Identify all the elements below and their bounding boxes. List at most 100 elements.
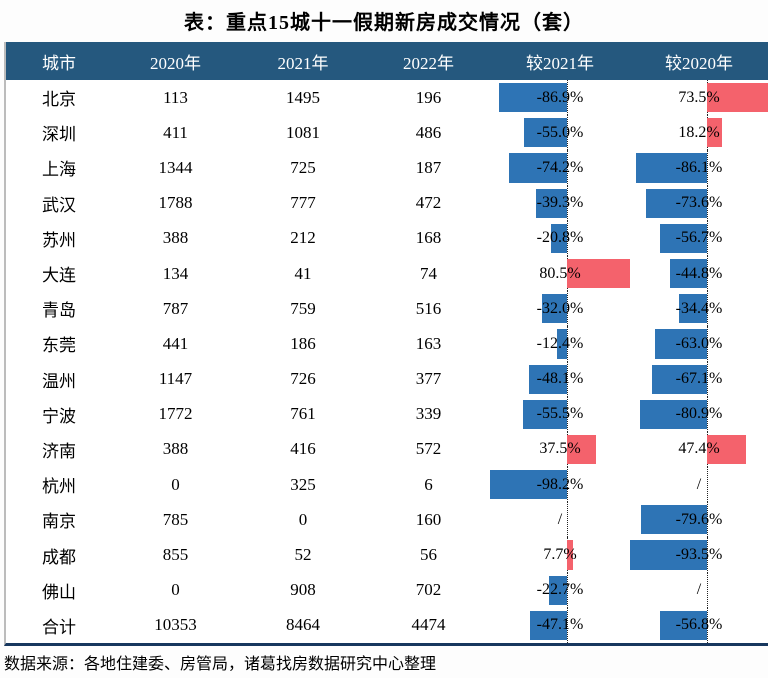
data-bar-negative xyxy=(678,294,708,324)
data-bar-negative xyxy=(655,329,708,359)
table-title: 表：重点15城十一假期新房成交情况（套） xyxy=(184,12,584,34)
table-row-total: 合计 10353 8464 4474 -47.1% -56.8% xyxy=(6,607,768,643)
table-row: 佛山 0 908 702 -22.7% / xyxy=(6,572,768,608)
value-cell: 1147 xyxy=(158,369,193,389)
table-row: 北京 113 1495 196 -86.9% 73.5% xyxy=(6,80,768,116)
data-bar-positive xyxy=(566,540,573,570)
zero-axis-line xyxy=(707,467,709,503)
value-cell: 1081 xyxy=(286,122,320,142)
value-cell: 8464 xyxy=(286,615,320,635)
city-cell: 苏州 xyxy=(42,230,76,250)
city-cell: 南京 xyxy=(42,512,76,532)
zero-axis-line xyxy=(707,572,709,608)
table-row: 深圳 411 1081 486 -55.0% 18.2% xyxy=(6,115,768,151)
bar-label: -93.5% xyxy=(675,546,723,564)
bar-cell: / xyxy=(630,467,768,503)
bar-cell: -12.4% xyxy=(490,326,630,362)
bar-cell: -39.3% xyxy=(490,185,630,221)
value-cell: 6 xyxy=(424,474,433,494)
bar-label: -12.4% xyxy=(536,334,584,352)
city-cell: 深圳 xyxy=(42,125,76,145)
value-cell: 168 xyxy=(415,228,442,248)
value-cell: 388 xyxy=(162,439,189,459)
data-bar-negative xyxy=(640,399,708,429)
zero-axis-line xyxy=(566,80,568,116)
data-bar-negative xyxy=(530,610,567,640)
value-cell: 572 xyxy=(415,439,442,459)
city-cell: 东莞 xyxy=(42,336,76,356)
bar-label: -55.0% xyxy=(536,123,584,141)
city-cell: 合计 xyxy=(42,617,76,637)
table-row: 苏州 388 212 168 -20.8% -56.7% xyxy=(6,220,768,256)
zero-axis-line xyxy=(566,607,568,643)
data-bar-negative xyxy=(660,610,708,640)
data-bar-negative xyxy=(523,118,567,148)
bar-label: -48.1% xyxy=(536,370,584,388)
bar-cell: -56.8% xyxy=(630,607,768,643)
data-bar-negative xyxy=(641,505,708,535)
data-bar-positive xyxy=(707,118,723,148)
column-header: 2021年 xyxy=(277,53,329,73)
bar-cell: -55.0% xyxy=(490,115,630,151)
zero-axis-line xyxy=(566,115,568,151)
value-cell: 74 xyxy=(420,263,437,283)
city-cell: 武汉 xyxy=(42,195,76,215)
value-cell: 1788 xyxy=(158,193,193,213)
city-cell: 济南 xyxy=(42,441,76,461)
bar-label: 37.5% xyxy=(539,440,581,458)
value-cell: 377 xyxy=(415,369,442,389)
bar-label: -56.7% xyxy=(675,229,723,247)
bar-cell: -98.2% xyxy=(490,467,630,503)
value-cell: 388 xyxy=(162,228,189,248)
bar-cell: 37.5% xyxy=(490,431,630,468)
value-cell: 787 xyxy=(162,298,189,318)
bar-label: 7.7% xyxy=(543,546,577,564)
data-bar-negative xyxy=(536,188,567,218)
bar-cell: -44.8% xyxy=(630,255,768,292)
value-cell: 4474 xyxy=(411,615,446,635)
table-row: 大连 134 41 74 80.5% -44.8% xyxy=(6,255,768,292)
value-cell: 134 xyxy=(162,263,189,283)
table-row: 温州 1147 726 377 -48.1% -67.1% xyxy=(6,361,768,397)
table-row: 青岛 787 759 516 -32.0% -34.4% xyxy=(6,291,768,327)
value-cell: 56 xyxy=(420,545,437,565)
bar-label: -20.8% xyxy=(536,229,584,247)
bar-cell: -67.1% xyxy=(630,361,768,397)
bar-label: -39.3% xyxy=(536,194,584,212)
data-bar-negative xyxy=(646,188,708,218)
bar-cell: -73.6% xyxy=(630,185,768,221)
bar-label: 80.5% xyxy=(539,264,581,282)
bar-cell: 73.5% xyxy=(630,80,768,116)
data-bar-negative xyxy=(651,364,708,394)
zero-axis-line xyxy=(566,220,568,256)
bar-cell: -22.7% xyxy=(490,572,630,608)
city-cell: 成都 xyxy=(42,547,76,567)
table-row: 济南 388 416 572 37.5% 47.4% xyxy=(6,431,768,468)
zero-axis-line xyxy=(566,572,568,608)
bar-label: -73.6% xyxy=(675,194,723,212)
bar-cell: -47.1% xyxy=(490,607,630,643)
bar-cell: 18.2% xyxy=(630,115,768,151)
value-cell: 785 xyxy=(162,509,189,529)
value-cell: 52 xyxy=(294,545,312,565)
zero-axis-line xyxy=(707,150,709,186)
value-cell: 196 xyxy=(415,87,442,107)
value-cell: 163 xyxy=(415,333,442,353)
value-cell: 325 xyxy=(290,474,316,494)
bar-label: -55.5% xyxy=(536,405,584,423)
bar-label: -47.1% xyxy=(536,616,584,634)
value-cell: 187 xyxy=(415,157,442,177)
data-bar-positive xyxy=(566,434,597,465)
bar-cell: -56.7% xyxy=(630,220,768,256)
data-bar-negative xyxy=(660,223,708,253)
value-cell: 725 xyxy=(290,157,316,177)
data-bar-negative xyxy=(549,575,567,605)
value-cell: 186 xyxy=(290,333,316,353)
data-bar-negative xyxy=(490,470,567,500)
zero-axis-line xyxy=(707,607,709,643)
bar-cell: -48.1% xyxy=(490,361,630,397)
value-cell: 416 xyxy=(290,439,316,459)
bar-cell: / xyxy=(490,502,630,538)
bar-cell: -55.5% xyxy=(490,396,630,432)
